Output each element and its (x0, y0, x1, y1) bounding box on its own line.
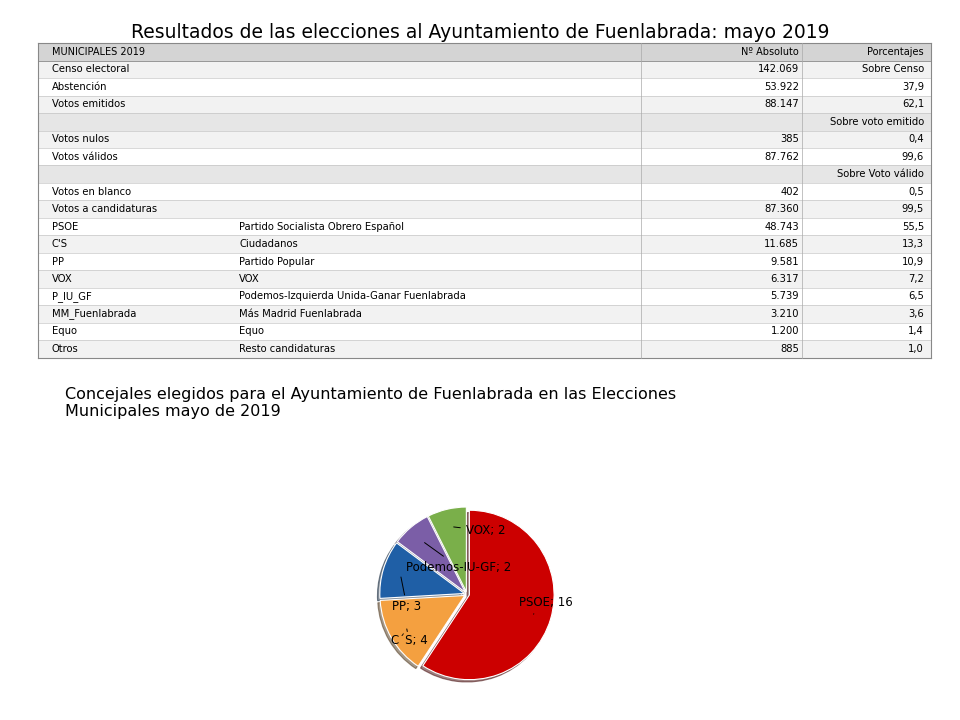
Text: Equo: Equo (239, 326, 264, 336)
Text: 99,6: 99,6 (901, 152, 924, 162)
Text: PSOE; 16: PSOE; 16 (519, 596, 573, 614)
Text: 385: 385 (780, 134, 799, 144)
Text: 9.581: 9.581 (771, 256, 799, 266)
Text: Nº Absoluto: Nº Absoluto (741, 47, 799, 57)
FancyBboxPatch shape (38, 235, 931, 253)
Text: PP: PP (52, 256, 63, 266)
Text: 3.210: 3.210 (771, 309, 799, 319)
Text: Podemos-IU-GF; 2: Podemos-IU-GF; 2 (406, 543, 512, 574)
Text: 885: 885 (780, 344, 799, 354)
Text: 6.317: 6.317 (771, 274, 799, 284)
Text: Votos válidos: Votos válidos (52, 152, 117, 162)
FancyBboxPatch shape (38, 323, 931, 340)
Text: 142.069: 142.069 (757, 64, 799, 74)
FancyBboxPatch shape (38, 96, 931, 113)
Text: VOX; 2: VOX; 2 (454, 524, 505, 537)
Text: Equo: Equo (52, 326, 77, 336)
Text: 3,6: 3,6 (908, 309, 924, 319)
FancyBboxPatch shape (38, 78, 931, 96)
FancyBboxPatch shape (38, 200, 931, 218)
FancyBboxPatch shape (38, 218, 931, 235)
Text: Ciudadanos: Ciudadanos (239, 239, 298, 249)
Text: Sobre Censo: Sobre Censo (862, 64, 924, 74)
Text: Porcentajes: Porcentajes (868, 47, 924, 57)
Text: 55,5: 55,5 (901, 222, 924, 232)
Text: P_IU_GF: P_IU_GF (52, 291, 91, 302)
Text: Sobre Voto válido: Sobre Voto válido (837, 169, 924, 179)
Wedge shape (380, 543, 465, 598)
FancyBboxPatch shape (38, 183, 931, 200)
Text: Podemos-Izquierda Unida-Ganar Fuenlabrada: Podemos-Izquierda Unida-Ganar Fuenlabrad… (239, 292, 467, 302)
Wedge shape (428, 507, 467, 592)
Text: 62,1: 62,1 (901, 99, 924, 109)
Text: 87.762: 87.762 (764, 152, 799, 162)
Wedge shape (397, 516, 466, 593)
Text: 1,0: 1,0 (908, 344, 924, 354)
Text: 11.685: 11.685 (764, 239, 799, 249)
FancyBboxPatch shape (38, 130, 931, 148)
Text: PP; 3: PP; 3 (393, 577, 421, 613)
Wedge shape (422, 510, 554, 680)
FancyBboxPatch shape (38, 166, 931, 183)
FancyBboxPatch shape (38, 43, 931, 60)
Text: Partido Socialista Obrero Español: Partido Socialista Obrero Español (239, 222, 404, 232)
Text: C´S; 4: C´S; 4 (391, 629, 427, 647)
FancyBboxPatch shape (38, 340, 931, 358)
FancyBboxPatch shape (38, 270, 931, 288)
FancyBboxPatch shape (38, 288, 931, 305)
FancyBboxPatch shape (38, 113, 931, 130)
Wedge shape (380, 595, 465, 666)
Text: 48.743: 48.743 (764, 222, 799, 232)
Text: 6,5: 6,5 (908, 292, 924, 302)
Text: MUNICIPALES 2019: MUNICIPALES 2019 (52, 47, 145, 57)
FancyBboxPatch shape (38, 60, 931, 78)
Text: 0,4: 0,4 (908, 134, 924, 144)
Text: Votos emitidos: Votos emitidos (52, 99, 125, 109)
FancyBboxPatch shape (38, 253, 931, 270)
Text: PSOE: PSOE (52, 222, 78, 232)
Text: 5.739: 5.739 (771, 292, 799, 302)
Text: Votos nulos: Votos nulos (52, 134, 109, 144)
Text: 99,5: 99,5 (901, 204, 924, 214)
Text: 87.360: 87.360 (764, 204, 799, 214)
Text: Votos a candidaturas: Votos a candidaturas (52, 204, 156, 214)
Text: Partido Popular: Partido Popular (239, 256, 315, 266)
Text: 88.147: 88.147 (764, 99, 799, 109)
Text: 1.200: 1.200 (771, 326, 799, 336)
Text: 402: 402 (780, 186, 799, 197)
Text: Más Madrid Fuenlabrada: Más Madrid Fuenlabrada (239, 309, 362, 319)
Text: Resto candidaturas: Resto candidaturas (239, 344, 336, 354)
Text: 0,5: 0,5 (908, 186, 924, 197)
Text: Censo electoral: Censo electoral (52, 64, 130, 74)
Text: VOX: VOX (239, 274, 260, 284)
Text: MM_Fuenlabrada: MM_Fuenlabrada (52, 308, 136, 320)
Text: VOX: VOX (52, 274, 73, 284)
Text: C'S: C'S (52, 239, 68, 249)
Text: 7,2: 7,2 (908, 274, 924, 284)
Text: Abstención: Abstención (52, 82, 108, 92)
Text: 10,9: 10,9 (902, 256, 924, 266)
Text: Votos en blanco: Votos en blanco (52, 186, 131, 197)
Text: 13,3: 13,3 (902, 239, 924, 249)
Text: 37,9: 37,9 (902, 82, 924, 92)
FancyBboxPatch shape (38, 305, 931, 323)
Text: 53.922: 53.922 (764, 82, 799, 92)
Text: 1,4: 1,4 (908, 326, 924, 336)
Text: Resultados de las elecciones al Ayuntamiento de Fuenlabrada: mayo 2019: Resultados de las elecciones al Ayuntami… (131, 23, 829, 42)
Text: Otros: Otros (52, 344, 79, 354)
Text: Concejales elegidos para el Ayuntamiento de Fuenlabrada en las Elecciones
Munici: Concejales elegidos para el Ayuntamiento… (65, 387, 676, 419)
Text: Sobre voto emitido: Sobre voto emitido (829, 117, 924, 127)
FancyBboxPatch shape (38, 148, 931, 166)
